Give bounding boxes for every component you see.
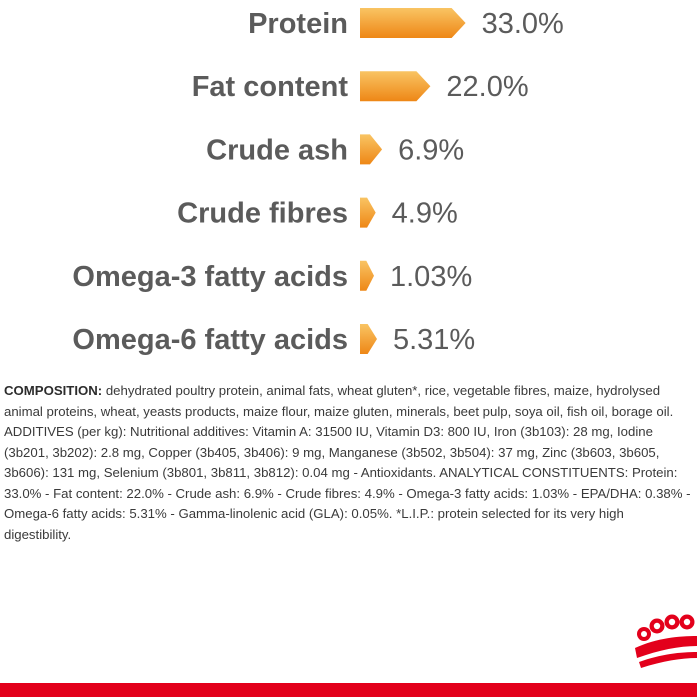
value-label: 6.9%: [398, 134, 464, 166]
bar: [360, 134, 383, 165]
row-label: Omega-3 fatty acids: [72, 261, 348, 293]
row-label: Crude ash: [206, 134, 348, 166]
composition-heading: COMPOSITION:: [4, 383, 103, 398]
row-label: Crude fibres: [177, 198, 348, 230]
value-label: 33.0%: [482, 8, 564, 40]
nutrient-bar-chart: Protein 33.0% Fat content 22.0% Crude ash 6.9…: [72, 8, 564, 356]
value-label: 4.9%: [392, 198, 458, 230]
bar: [360, 71, 431, 102]
value-label: 5.31%: [393, 324, 475, 356]
row-label: Protein: [248, 8, 348, 40]
bar: [360, 260, 374, 291]
bar: [360, 324, 377, 354]
row-label: Fat content: [192, 71, 349, 103]
bar: [360, 197, 376, 228]
composition-text: COMPOSITION: dehydrated poultry protein,…: [4, 381, 694, 545]
composition-body: dehydrated poultry protein, animal fats,…: [4, 383, 691, 542]
crown-icon: [635, 614, 697, 668]
bar: [360, 8, 466, 38]
value-label: 22.0%: [446, 71, 528, 103]
value-label: 1.03%: [390, 261, 472, 293]
brand-bottom-bar: [0, 683, 697, 697]
row-label: Omega-6 fatty acids: [72, 324, 348, 356]
